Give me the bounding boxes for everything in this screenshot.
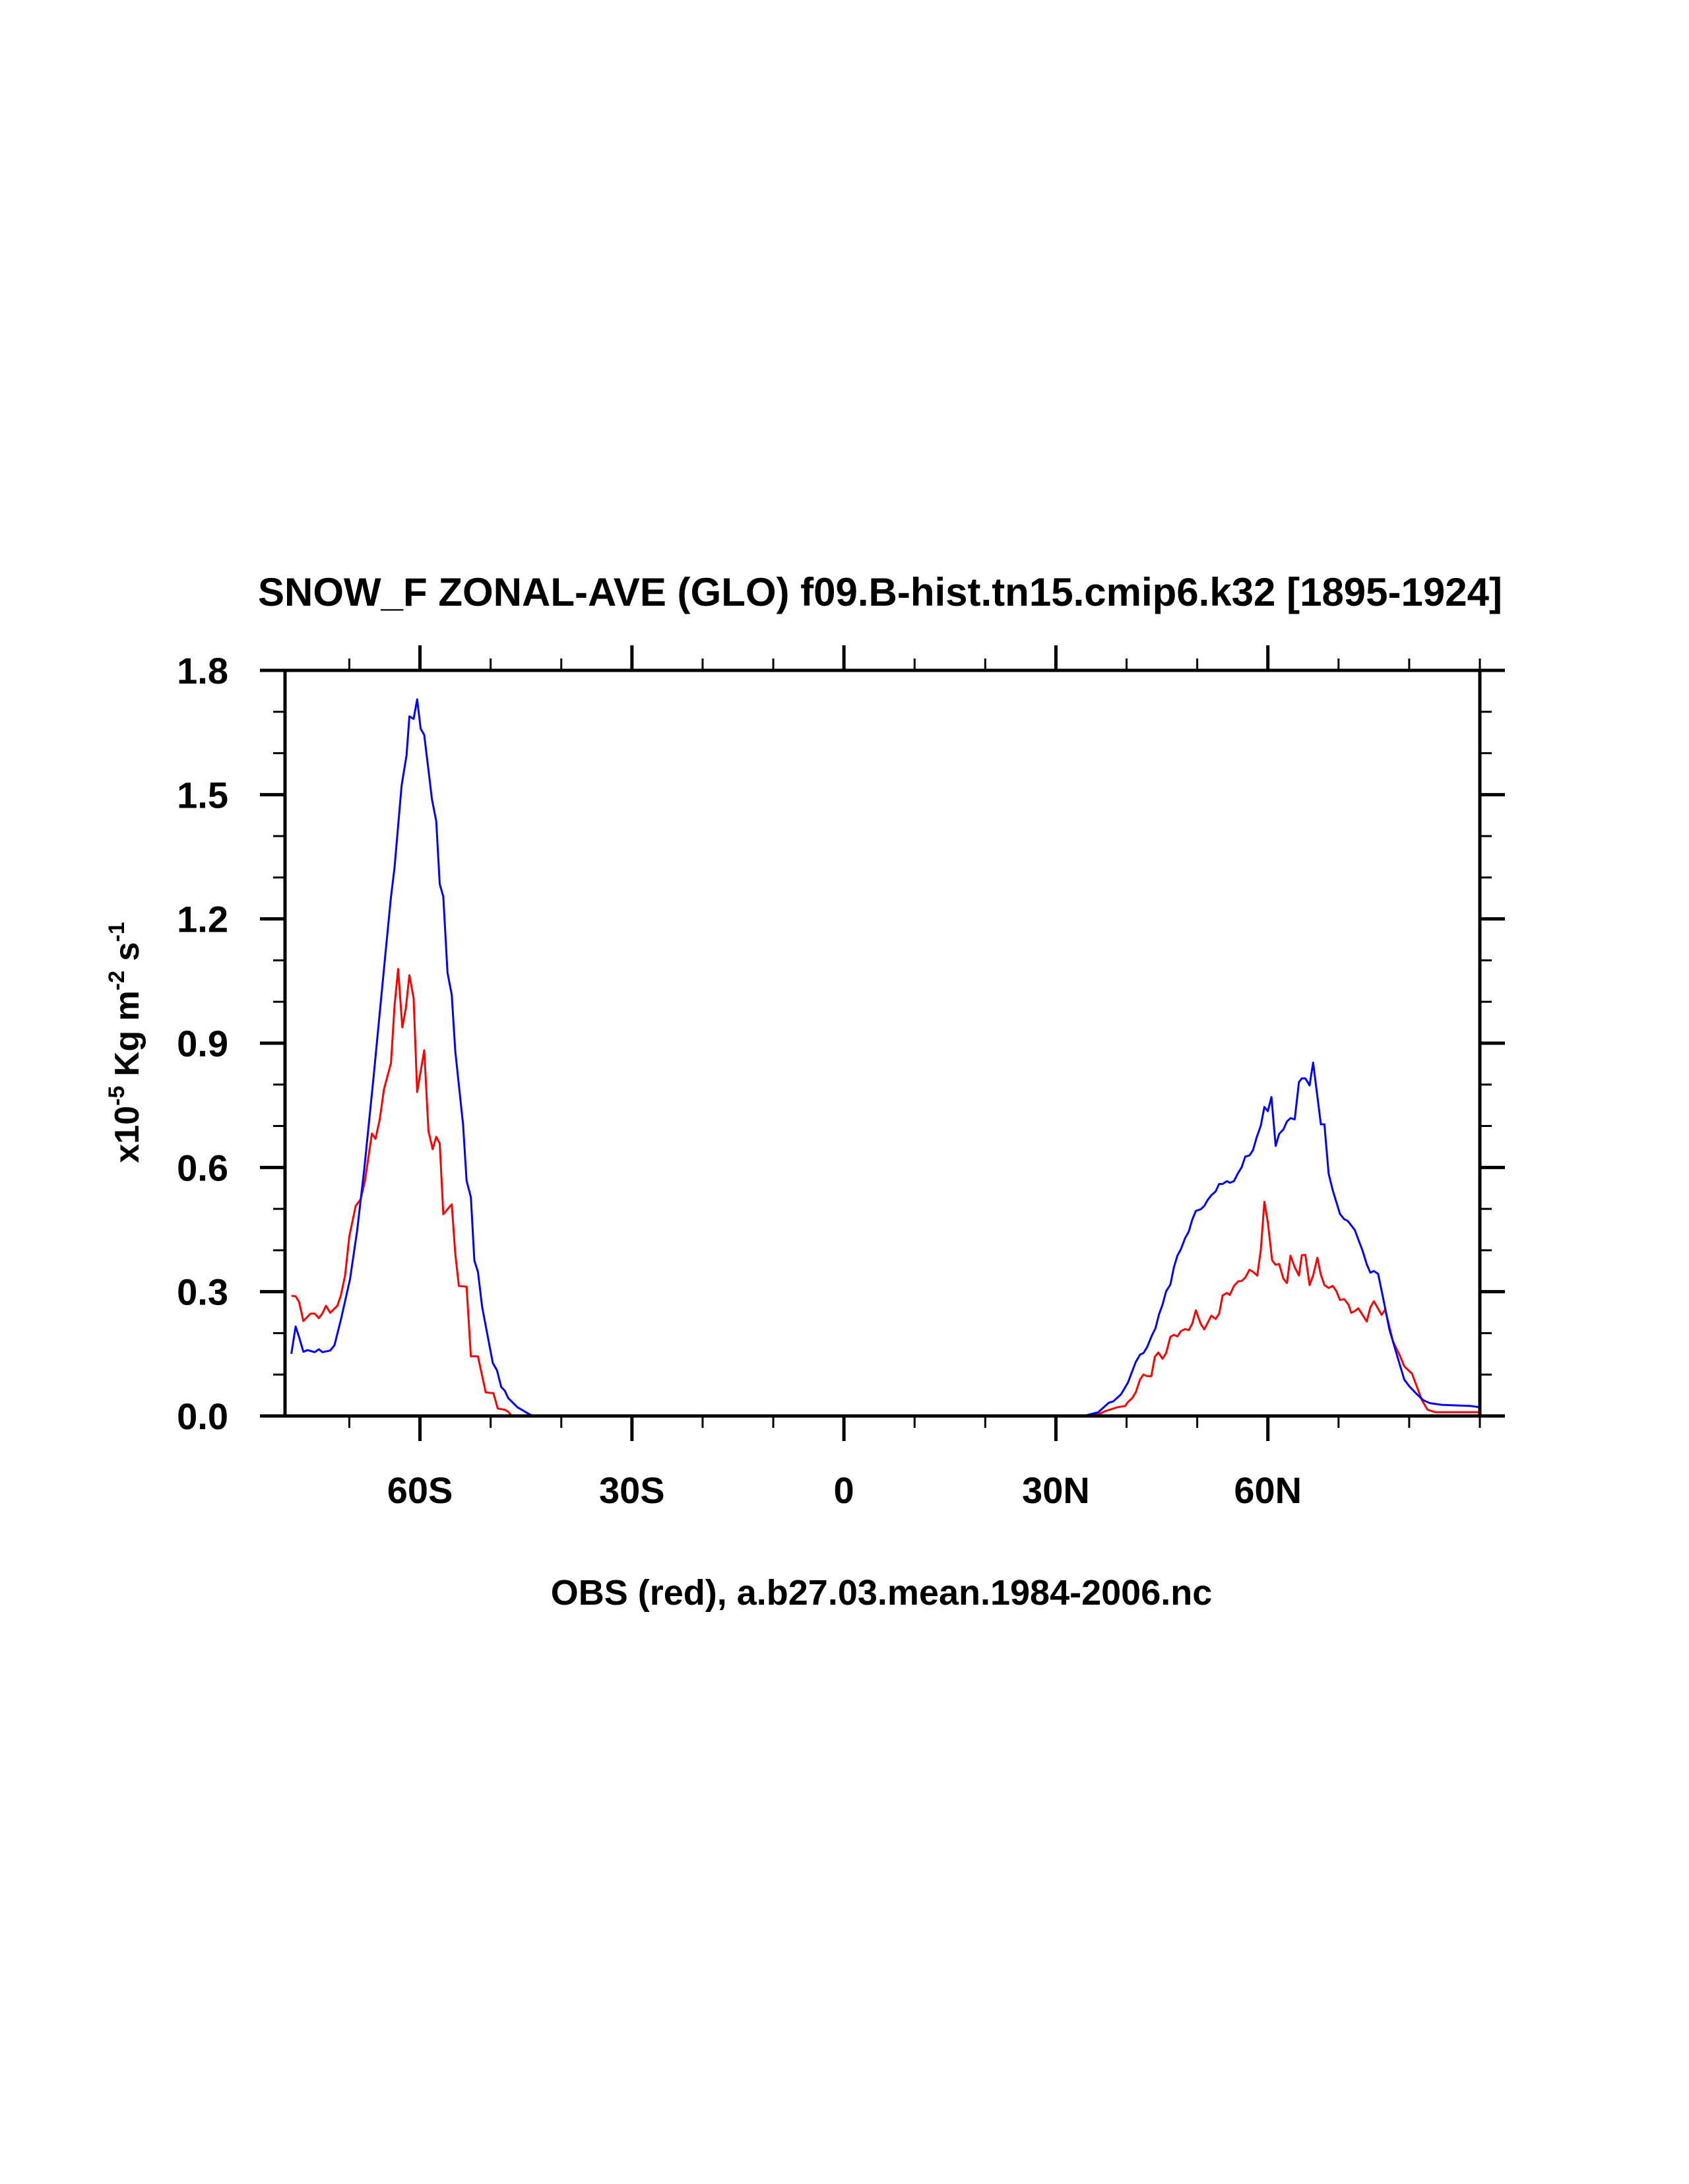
y-axis-label: x10-5 Kg m-2 s-1 — [104, 922, 146, 1163]
series-layer — [290, 698, 1481, 1417]
labels-layer: 60S 30S 0 30N 60N 0.0 0.3 0.6 0.9 1.2 1.5 1.8 — [177, 650, 1302, 1511]
chart-title: SNOW_F ZONAL-AVE (GLO) f09.B-hist.tn15.c… — [258, 570, 1502, 614]
x-axis-label: OBS (red), a.b27.03.mean.1984-2006.nc — [551, 1573, 1213, 1613]
x-tick-label: 30N — [1022, 1469, 1090, 1511]
x-tick-label: 0 — [834, 1469, 854, 1511]
y-tick-label: 0.0 — [177, 1396, 228, 1437]
x-tick-label: 30S — [599, 1469, 665, 1511]
ticks-layer — [260, 645, 1505, 1441]
plot-frame — [283, 668, 1482, 1418]
y-tick-label: 1.5 — [177, 774, 228, 816]
x-tick-label: 60N — [1234, 1469, 1302, 1511]
series-line-obs — [291, 968, 1480, 1417]
y-tick-label: 1.2 — [177, 899, 228, 940]
y-tick-label: 0.6 — [177, 1147, 228, 1188]
y-tick-label: 1.8 — [177, 650, 228, 691]
x-tick-label: 60S — [387, 1469, 453, 1511]
y-tick-label: 0.9 — [177, 1023, 228, 1064]
y-tick-label: 0.3 — [177, 1271, 228, 1313]
series-line-model — [290, 698, 1481, 1417]
